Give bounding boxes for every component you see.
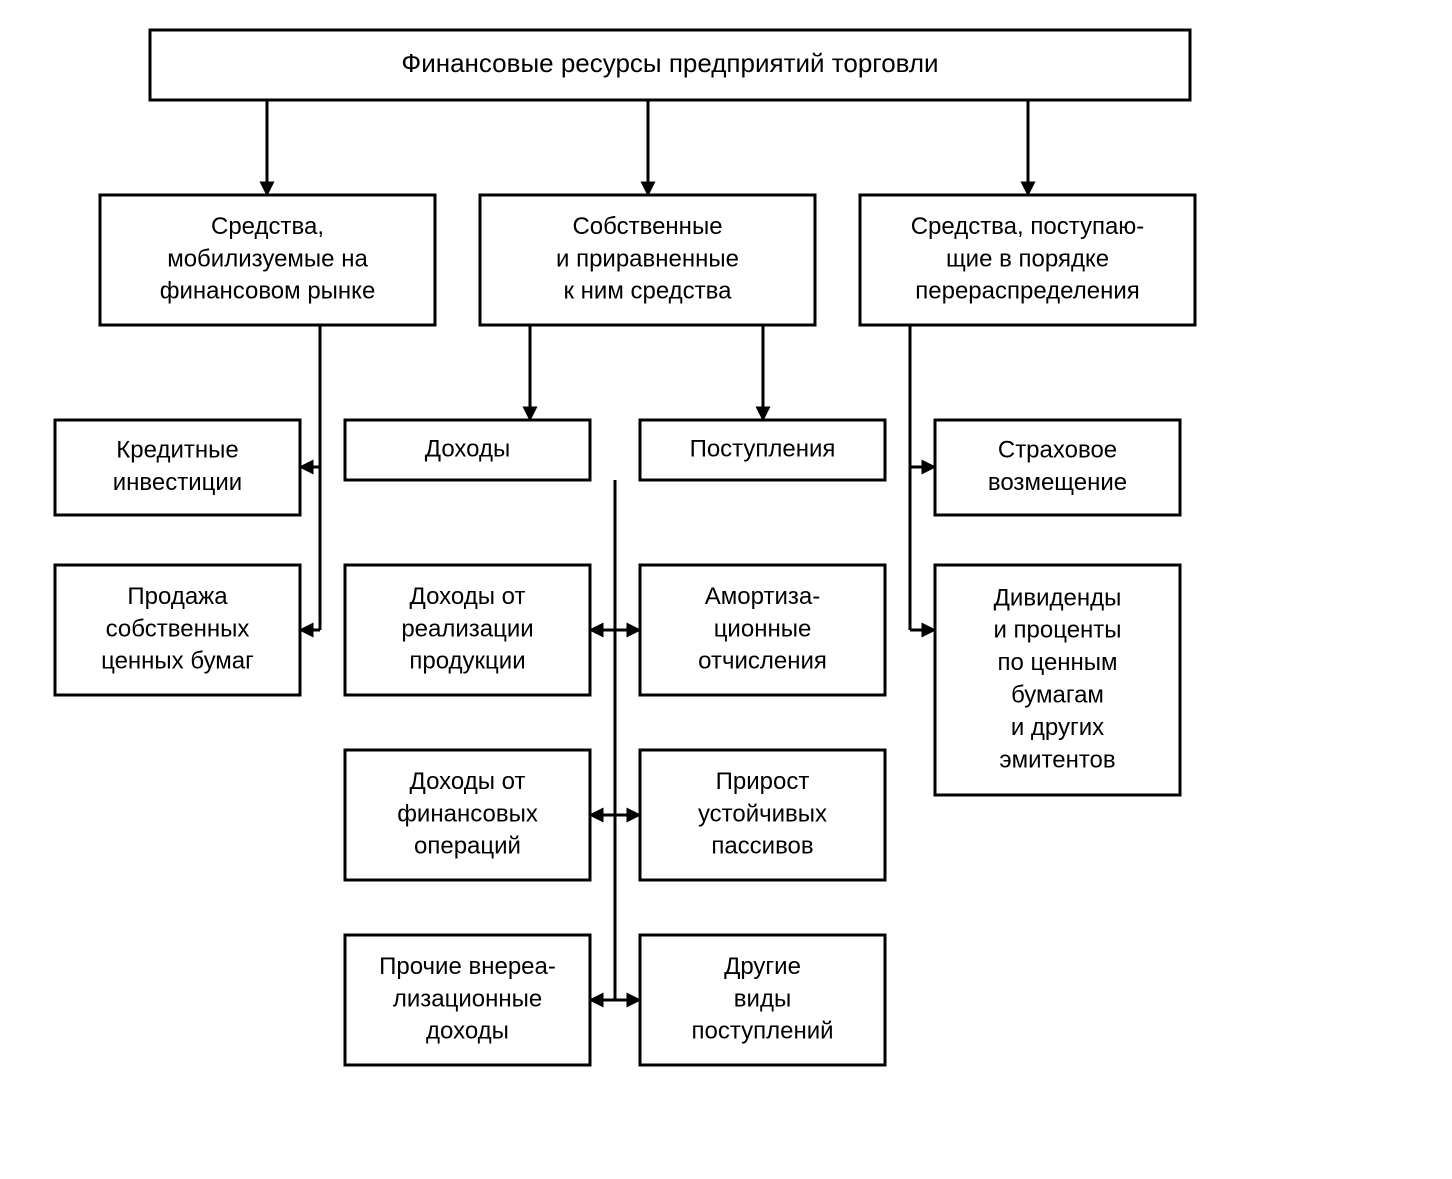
node-l3b-line-2: по ценным (997, 649, 1117, 676)
node-l2b3: Другие виды поступлений (640, 935, 885, 1065)
node-cat1-line-2: финансовом рынке (160, 278, 376, 305)
node-cat3-line-2: перераспределения (915, 278, 1139, 305)
node-l1a-line-0: Кредитные (116, 437, 238, 464)
node-cat1-line-1: мобилизуемые на (167, 245, 368, 272)
node-l2b1-line-2: отчисления (698, 648, 827, 675)
node-cat3: Средства, поступаю-щие в порядке перерасп… (860, 195, 1195, 325)
node-cat3-line-0: Средства, поступаю- (911, 213, 1145, 240)
node-l3b-line-4: и других (1011, 714, 1104, 741)
node-l2b2: Прирост устойчивых пассивов (640, 750, 885, 880)
node-cat1-line-0: Средства, (211, 213, 324, 240)
node-cat3-line-1: щие в порядке (946, 245, 1109, 272)
node-cat1: Средства, мобилизуемые на финансовом рынке (100, 195, 435, 325)
node-l1b-line-1: собственных (106, 615, 250, 642)
node-l2b3-line-2: поступлений (691, 1018, 833, 1045)
node-l2a3: Прочие внереа-лизационные доходы (345, 935, 590, 1065)
node-l2a2-line-0: Доходы от (410, 768, 526, 795)
node-l2a1: Доходы от реализации продукции (345, 565, 590, 695)
node-l2a1-line-0: Доходы от (410, 583, 526, 610)
node-l1a-line-1: инвестиции (113, 469, 242, 496)
node-l3a: Страховое возмещение (935, 420, 1180, 515)
node-l2b2-line-2: пассивов (711, 833, 813, 860)
node-l2b1-line-1: ционные (714, 615, 812, 642)
node-l2a-line-0: Доходы (425, 435, 510, 462)
node-l2a2: Доходы от финансовых операций (345, 750, 590, 880)
node-l2b2-line-0: Прирост (716, 768, 810, 795)
node-l2b3-line-0: Другие (724, 953, 801, 980)
node-cat2-line-1: и приравненные (556, 245, 739, 272)
node-l3a-line-1: возмещение (988, 469, 1127, 496)
node-l2a2-line-2: операций (414, 833, 521, 860)
node-l2b-line-0: Поступления (690, 435, 836, 462)
node-l3a-line-0: Страховое (998, 437, 1117, 464)
node-l2a2-line-1: финансовых (397, 800, 538, 827)
node-l1b-line-2: ценных бумаг (101, 648, 254, 675)
node-l2b: Поступления (640, 420, 885, 480)
node-l2a1-line-1: реализации (401, 615, 533, 642)
node-l1b: Продажа собственных ценных бумаг (55, 565, 300, 695)
node-l3b: Дивиденды и проценты по ценным бумагам и дру… (935, 565, 1180, 795)
node-l3b-line-0: Дивиденды (994, 584, 1122, 611)
node-l3b-line-3: бумагам (1011, 682, 1104, 709)
node-cat2-line-2: к ним средства (564, 278, 733, 305)
node-l2a3-line-0: Прочие внереа- (379, 953, 556, 980)
node-l2b2-line-1: устойчивых (698, 800, 827, 827)
node-l2a: Доходы (345, 420, 590, 480)
node-root: Финансовые ресурсы предприятий торговли (150, 30, 1190, 100)
node-l2a3-line-1: лизационные (393, 985, 542, 1012)
node-cat2-line-0: Собственные (572, 213, 722, 240)
node-l2a1-line-2: продукции (409, 648, 525, 675)
node-l2a3-line-2: доходы (426, 1018, 509, 1045)
node-cat2: Собственные и приравненные к ним средства (480, 195, 815, 325)
node-root-line-0: Финансовые ресурсы предприятий торговли (401, 48, 938, 78)
node-l2b1: Амортиза-ционные отчисления (640, 565, 885, 695)
node-l1a: Кредитные инвестиции (55, 420, 300, 515)
node-l3b-line-5: эмитентов (999, 746, 1115, 773)
node-l3b-line-1: и проценты (993, 617, 1121, 644)
node-l2b3-line-1: виды (734, 985, 791, 1012)
node-l1b-line-0: Продажа (127, 583, 228, 610)
node-l2b1-line-0: Амортиза- (705, 583, 820, 610)
